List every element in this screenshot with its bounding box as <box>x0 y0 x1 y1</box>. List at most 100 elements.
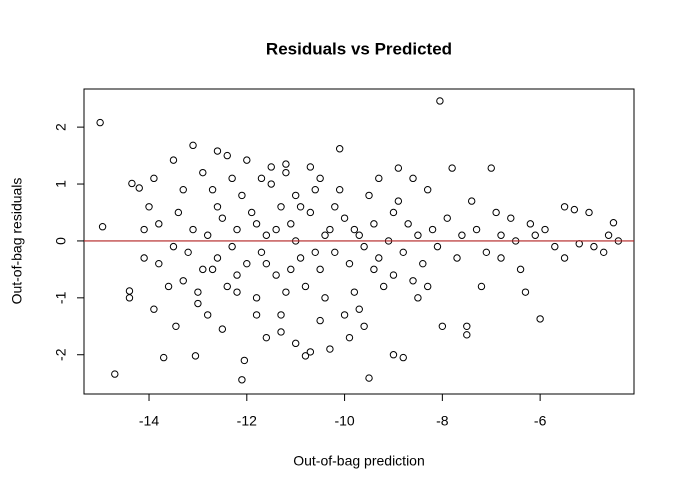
point <box>394 164 403 172</box>
point <box>433 242 442 251</box>
point <box>184 248 192 257</box>
x-axis-label: Out-of-bag prediction <box>293 453 425 469</box>
point <box>191 352 200 360</box>
point <box>409 277 417 285</box>
point <box>340 311 349 319</box>
point <box>199 168 207 177</box>
y-tick-label: -1 <box>53 291 69 304</box>
point <box>453 254 461 262</box>
point <box>262 259 271 268</box>
point <box>252 294 261 302</box>
point <box>223 151 231 160</box>
point <box>272 271 280 279</box>
point <box>98 223 107 231</box>
point <box>174 208 183 217</box>
y-tick-label: -2 <box>53 348 69 361</box>
point <box>257 174 266 183</box>
point <box>208 186 217 194</box>
point <box>438 322 447 330</box>
point <box>277 203 285 211</box>
point <box>228 174 236 183</box>
point <box>560 203 569 211</box>
point <box>296 203 305 211</box>
point <box>477 282 486 291</box>
point <box>350 225 359 234</box>
point <box>150 174 158 183</box>
point <box>287 220 295 228</box>
point <box>189 141 197 150</box>
x-tick-label: -12 <box>237 413 257 429</box>
point <box>140 225 148 234</box>
point <box>448 164 456 172</box>
x-tick-label: -8 <box>436 413 449 429</box>
x-tick-label: -10 <box>334 413 354 429</box>
point <box>218 325 227 333</box>
point <box>282 160 290 168</box>
point <box>233 225 241 234</box>
point <box>301 282 310 291</box>
point <box>463 322 471 330</box>
point <box>252 220 261 228</box>
point <box>326 225 334 234</box>
x-tick-label: -14 <box>139 413 159 429</box>
point <box>159 353 168 362</box>
point <box>379 282 388 291</box>
point <box>414 294 422 302</box>
point <box>213 147 222 155</box>
point <box>389 271 398 279</box>
point <box>497 231 505 239</box>
point <box>128 179 136 188</box>
y-tick-label: 1 <box>53 180 69 188</box>
point <box>487 164 495 172</box>
point <box>189 225 197 234</box>
point <box>223 282 231 291</box>
point <box>345 333 354 342</box>
point <box>306 163 315 171</box>
point <box>262 333 271 342</box>
y-axis-label: Out-of-bag residuals <box>9 178 25 305</box>
point <box>203 231 212 239</box>
point <box>316 174 324 183</box>
point <box>208 265 217 274</box>
point <box>399 248 407 257</box>
y-tick-label: 2 <box>53 123 69 131</box>
point <box>394 197 403 205</box>
point <box>507 214 515 222</box>
point <box>331 203 339 211</box>
point <box>316 316 324 325</box>
point <box>296 254 305 262</box>
point <box>585 208 593 217</box>
point <box>570 205 579 214</box>
point <box>472 225 481 234</box>
point <box>291 191 300 200</box>
point <box>365 191 373 200</box>
point <box>218 214 227 222</box>
point <box>370 265 378 274</box>
point <box>172 322 180 330</box>
point <box>311 248 319 257</box>
point <box>350 288 359 296</box>
point <box>213 254 222 262</box>
point <box>335 145 344 153</box>
point <box>497 254 505 262</box>
point <box>169 242 178 251</box>
point <box>311 186 319 194</box>
point <box>179 277 187 285</box>
point <box>436 97 444 105</box>
point <box>252 311 261 319</box>
point <box>360 242 368 251</box>
point <box>604 231 613 239</box>
point <box>423 282 432 291</box>
point <box>355 231 363 239</box>
point <box>238 191 246 200</box>
point <box>526 220 535 228</box>
point <box>262 231 271 239</box>
point <box>135 184 143 192</box>
point <box>213 203 222 211</box>
point <box>125 294 134 302</box>
point <box>179 186 187 194</box>
point <box>164 282 173 291</box>
point <box>609 219 618 227</box>
